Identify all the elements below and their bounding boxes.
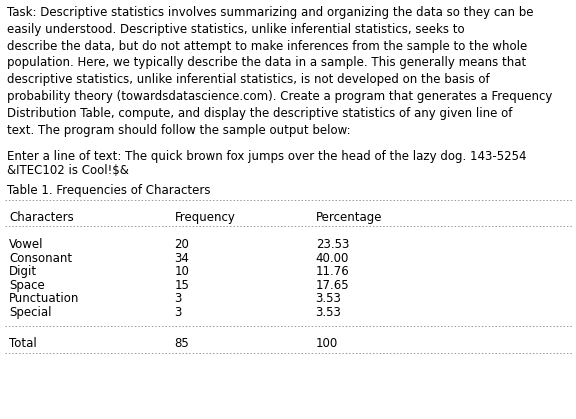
Text: 85: 85 bbox=[175, 337, 190, 350]
Text: Digit: Digit bbox=[9, 265, 37, 278]
Text: 100: 100 bbox=[316, 337, 338, 350]
Text: 10: 10 bbox=[175, 265, 190, 278]
Text: 3.53: 3.53 bbox=[316, 292, 342, 305]
Text: 3: 3 bbox=[175, 292, 182, 305]
Text: 11.76: 11.76 bbox=[316, 265, 350, 278]
Text: Task: Descriptive statistics involves summarizing and organizing the data so the: Task: Descriptive statistics involves su… bbox=[7, 6, 552, 137]
Text: Characters: Characters bbox=[9, 211, 74, 224]
Text: Consonant: Consonant bbox=[9, 251, 73, 264]
Text: 15: 15 bbox=[175, 279, 190, 292]
Text: 3.53: 3.53 bbox=[316, 305, 342, 318]
Text: Total: Total bbox=[9, 337, 37, 350]
Text: 3: 3 bbox=[175, 305, 182, 318]
Text: Percentage: Percentage bbox=[316, 211, 382, 224]
Text: Enter a line of text: The quick brown fox jumps over the head of the lazy dog. 1: Enter a line of text: The quick brown fo… bbox=[7, 150, 526, 163]
Text: 20: 20 bbox=[175, 238, 190, 251]
Text: Special: Special bbox=[9, 305, 52, 318]
Text: 34: 34 bbox=[175, 251, 190, 264]
Text: 40.00: 40.00 bbox=[316, 251, 349, 264]
Text: Frequency: Frequency bbox=[175, 211, 236, 224]
Text: 23.53: 23.53 bbox=[316, 238, 349, 251]
Text: &ITEC102 is Cool!$&: &ITEC102 is Cool!$& bbox=[7, 164, 129, 177]
Text: Punctuation: Punctuation bbox=[9, 292, 79, 305]
Text: Space: Space bbox=[9, 279, 45, 292]
Text: Vowel: Vowel bbox=[9, 238, 44, 251]
Text: 17.65: 17.65 bbox=[316, 279, 349, 292]
Text: Table 1. Frequencies of Characters: Table 1. Frequencies of Characters bbox=[7, 184, 210, 197]
